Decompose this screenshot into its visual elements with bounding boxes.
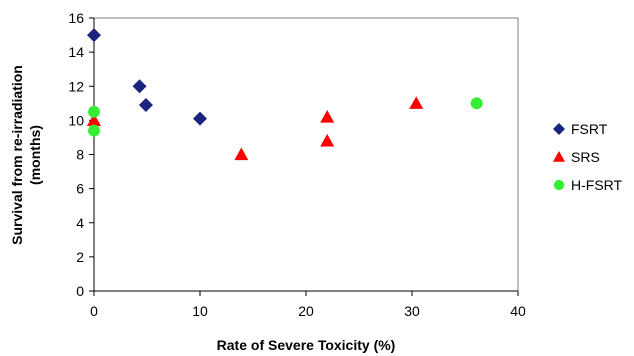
srs-point bbox=[320, 109, 335, 123]
legend-label-h-fsrt: H-FSRT bbox=[571, 177, 623, 193]
legend-label-fsrt: FSRT bbox=[571, 121, 608, 137]
y-tick-label: 0 bbox=[76, 283, 84, 299]
h-fsrt-point bbox=[470, 97, 483, 110]
y-axis-title-line2: (months) bbox=[27, 125, 43, 185]
srs-point bbox=[320, 133, 335, 147]
data-points bbox=[87, 28, 483, 161]
fsrt-point bbox=[193, 111, 207, 126]
legend-marker-srs bbox=[553, 151, 565, 162]
y-tick-label: 12 bbox=[68, 78, 84, 94]
legend-marker-h-fsrt bbox=[553, 179, 565, 191]
y-tick-label: 10 bbox=[68, 112, 84, 128]
x-tick-label: 10 bbox=[192, 303, 208, 319]
y-axis-ticks: 0 2 4 6 8 10 12 14 16 bbox=[68, 10, 94, 299]
legend: FSRT SRS H-FSRT bbox=[553, 121, 623, 193]
x-tick-label: 30 bbox=[404, 303, 420, 319]
x-tick-label: 20 bbox=[298, 303, 314, 319]
y-tick-label: 2 bbox=[76, 249, 84, 265]
y-tick-label: 14 bbox=[68, 44, 84, 60]
legend-label-srs: SRS bbox=[571, 149, 600, 165]
y-tick-label: 8 bbox=[76, 147, 84, 163]
y-axis-title-line1: Survival from re-irradiation bbox=[9, 65, 25, 245]
h-fsrt-point bbox=[88, 105, 100, 118]
legend-marker-fsrt bbox=[553, 123, 565, 135]
srs-point bbox=[87, 113, 101, 126]
plot-frame bbox=[93, 17, 519, 292]
h-fsrt-point bbox=[88, 124, 100, 137]
fsrt-point bbox=[87, 28, 101, 43]
x-tick-label: 0 bbox=[90, 303, 98, 319]
x-axis-ticks: 0 10 20 30 40 bbox=[90, 291, 526, 319]
y-axis-title: Survival from re-irradiation (months) bbox=[9, 65, 43, 245]
fsrt-point bbox=[132, 79, 147, 94]
x-tick-label: 40 bbox=[510, 303, 526, 319]
srs-point bbox=[409, 96, 424, 109]
y-tick-label: 4 bbox=[76, 215, 84, 231]
plot-border bbox=[93, 17, 519, 292]
fsrt-point bbox=[138, 98, 153, 113]
y-tick-label: 6 bbox=[76, 181, 84, 197]
x-axis-title: Rate of Severe Toxicity (%) bbox=[217, 337, 396, 353]
srs-point bbox=[234, 147, 249, 161]
y-tick-label: 16 bbox=[68, 10, 84, 26]
